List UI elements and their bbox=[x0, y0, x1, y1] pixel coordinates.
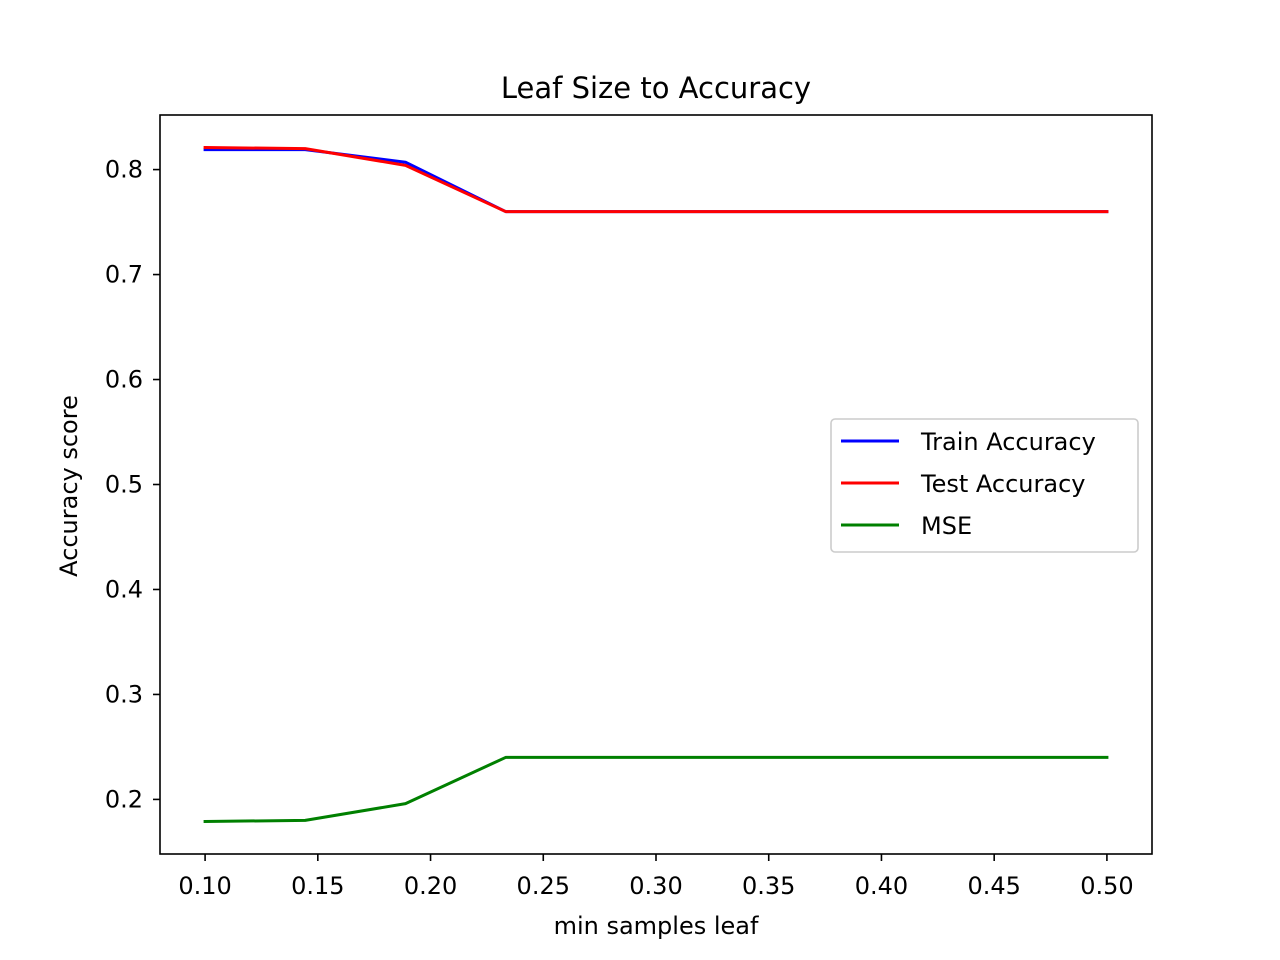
y-axis-title: Accuracy score bbox=[55, 395, 83, 577]
legend-label: Train Accuracy bbox=[920, 428, 1096, 456]
x-tick-label: 0.40 bbox=[855, 872, 908, 900]
legend-label: MSE bbox=[921, 512, 972, 540]
y-tick-label: 0.4 bbox=[105, 575, 143, 603]
x-tick-label: 0.15 bbox=[291, 872, 344, 900]
x-tick-label: 0.10 bbox=[178, 872, 231, 900]
y-axis-ticks: 0.2 0.3 0.4 0.5 0.6 0.7 0.8 bbox=[105, 156, 160, 813]
y-tick-label: 0.2 bbox=[105, 785, 143, 813]
chart-title: Leaf Size to Accuracy bbox=[501, 71, 811, 105]
x-tick-label: 0.45 bbox=[967, 872, 1020, 900]
legend: Train Accuracy Test Accuracy MSE bbox=[830, 418, 1139, 553]
x-tick-label: 0.50 bbox=[1080, 872, 1133, 900]
x-tick-label: 0.35 bbox=[742, 872, 795, 900]
series-layer bbox=[203, 146, 1109, 823]
series-line-test-accuracy bbox=[203, 146, 1109, 214]
x-tick-label: 0.25 bbox=[517, 872, 570, 900]
legend-label: Test Accuracy bbox=[920, 470, 1085, 498]
y-tick-label: 0.7 bbox=[105, 261, 143, 289]
x-tick-label: 0.20 bbox=[404, 872, 457, 900]
x-tick-label: 0.30 bbox=[629, 872, 682, 900]
y-tick-label: 0.8 bbox=[105, 156, 143, 184]
y-tick-label: 0.3 bbox=[105, 680, 143, 708]
x-axis-ticks: 0.10 0.15 0.20 0.25 0.30 0.35 0.40 0.45 0.50 bbox=[178, 854, 1134, 900]
legend-box bbox=[830, 418, 1139, 553]
y-tick-label: 0.5 bbox=[105, 471, 143, 499]
x-axis-title: min samples leaf bbox=[554, 912, 759, 940]
series-line-mse bbox=[203, 755, 1109, 823]
y-tick-label: 0.6 bbox=[105, 366, 143, 394]
